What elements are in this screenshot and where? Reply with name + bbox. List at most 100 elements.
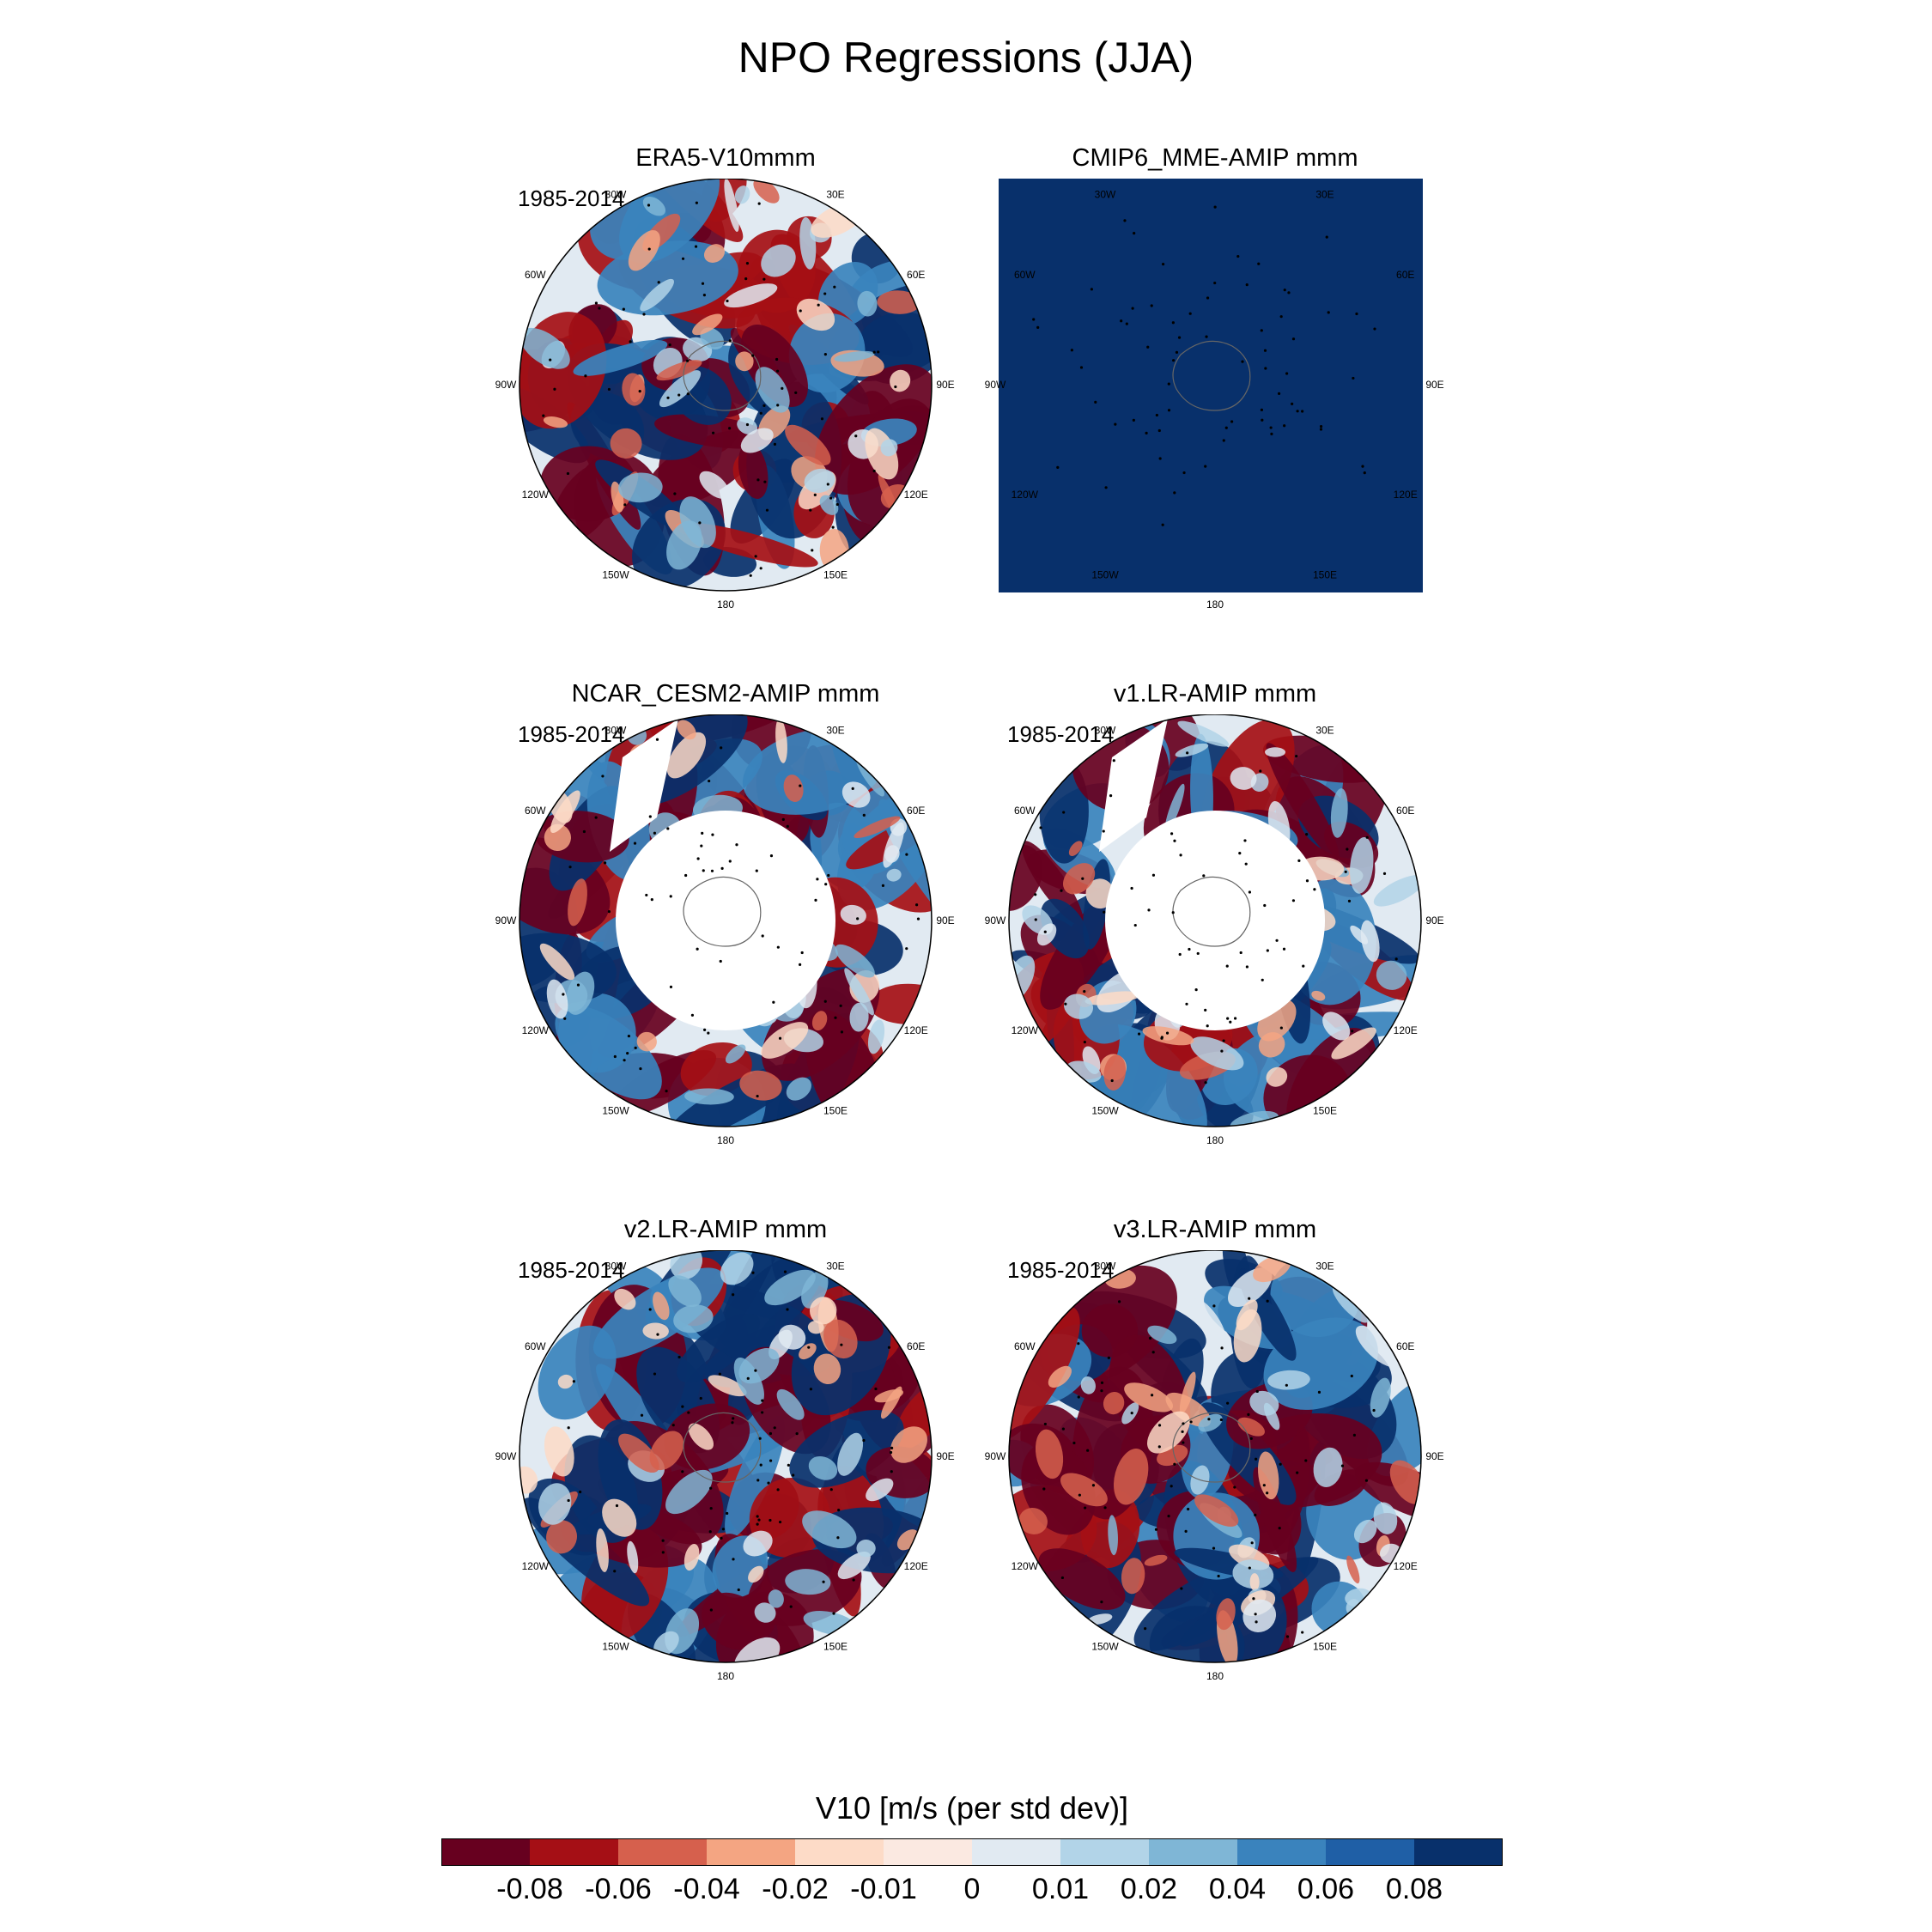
significance-dot: [1282, 947, 1286, 951]
field-blob: [753, 179, 780, 204]
significance-dot: [765, 508, 769, 512]
significance-dot: [778, 1520, 782, 1524]
field-blob: [1144, 1554, 1168, 1566]
longitude-label: 150W: [602, 569, 629, 581]
significance-dot: [695, 201, 698, 204]
map-boundary: [1008, 1250, 1422, 1663]
significance-dot: [1317, 1390, 1321, 1394]
map-boundary: [519, 714, 933, 1127]
significance-dot: [1034, 893, 1037, 896]
masked-region: [610, 719, 678, 852]
significance-dot: [726, 299, 729, 303]
map-boundary: [519, 1250, 933, 1663]
field-blob: [602, 1498, 637, 1537]
significance-dot: [1304, 1459, 1308, 1462]
significance-dot: [1352, 1433, 1356, 1437]
significance-dot: [1086, 1449, 1090, 1452]
significance-dot: [745, 422, 750, 427]
panel-title: v1.LR-AMIP mmm: [1113, 680, 1317, 708]
significance-dot: [1238, 852, 1242, 855]
field-blob: [1242, 1599, 1277, 1632]
field-blob: [1216, 1598, 1236, 1631]
significance-dot: [1340, 1464, 1345, 1467]
longitude-label: 150W: [1091, 1105, 1119, 1117]
significance-dot: [1132, 418, 1135, 422]
panel-title: NCAR_CESM2-AMIP mmm: [571, 680, 880, 708]
longitude-label: 180: [1206, 1670, 1224, 1682]
significance-dot: [1248, 1566, 1251, 1570]
significance-dot: [1373, 327, 1376, 331]
significance-dot: [833, 285, 836, 289]
field-blob: [668, 1275, 702, 1308]
significance-dot: [759, 1463, 762, 1467]
field-blob: [1040, 898, 1090, 959]
longitude-label: 120W: [1012, 1024, 1039, 1036]
field-blob: [618, 472, 663, 503]
significance-dot: [1202, 874, 1206, 878]
significance-dot: [1261, 418, 1264, 422]
significance-dot: [1233, 1017, 1237, 1020]
significance-dot: [854, 434, 858, 438]
field-blob: [1060, 1473, 1108, 1507]
field-blob: [546, 1520, 577, 1554]
field-blob: [666, 732, 707, 779]
field-blob: [1311, 990, 1326, 1001]
significance-dot: [769, 854, 774, 858]
longitude-label: 90E: [1425, 1450, 1443, 1462]
significance-dot: [1260, 408, 1264, 411]
significance-dot: [915, 903, 919, 907]
colorbar: V10 [m/s (per std dev)] -0.08 -0.06 -0.04-…: [441, 1790, 1503, 1911]
longitude-label: 30W: [1095, 1260, 1116, 1272]
field-blob: [1267, 1370, 1310, 1390]
longitude-label: 30E: [826, 724, 844, 736]
significance-dot: [1350, 1374, 1353, 1378]
significance-dot: [572, 1380, 575, 1383]
colorbar-swatch: [1414, 1838, 1503, 1866]
colorbar-swatch: [441, 1838, 531, 1866]
significance-dot: [1279, 1026, 1283, 1030]
significance-dot: [721, 1528, 726, 1531]
significance-dot: [1179, 854, 1182, 857]
significance-dot: [1241, 360, 1244, 363]
significance-dot: [761, 934, 764, 938]
field-blob: [642, 196, 666, 216]
field-blob: [1370, 1377, 1391, 1418]
significance-dot: [726, 1511, 729, 1516]
longitude-label: 120W: [522, 1560, 550, 1572]
field-blob: [1038, 1548, 1126, 1610]
significance-dot: [1285, 372, 1289, 375]
panel-ncar-cesm2: NCAR_CESM2-AMIP mmm 1985-2014 030E60E90E…: [485, 680, 966, 1161]
field-blob: [808, 1455, 838, 1480]
map-boundary: [1008, 714, 1422, 1127]
significance-dot: [1157, 1445, 1161, 1449]
significance-dot: [789, 1605, 793, 1608]
longitude-label: 180: [717, 1134, 734, 1146]
field-blob: [649, 1431, 684, 1471]
field-blob: [702, 1592, 765, 1650]
field-blob: [720, 1252, 754, 1285]
colorbar-scale: -0.08 -0.06 -0.04 -0.02 -0.01 0 0.01 0.02 0.04 0.…: [441, 1838, 1503, 1905]
significance-dot: [728, 339, 732, 343]
significance-dot: [718, 1372, 721, 1376]
field-blob: [1165, 1392, 1212, 1427]
significance-dot: [584, 374, 587, 378]
significance-dot: [1079, 366, 1084, 369]
significance-dot: [905, 947, 908, 951]
significance-dot: [1109, 794, 1113, 798]
field-blob: [519, 1466, 538, 1494]
significance-dot: [562, 993, 565, 996]
polar-map: 030E60E90E120E150E180150W120W90W60W30W: [495, 1250, 955, 1682]
significance-dot: [699, 1396, 702, 1400]
significance-dot: [756, 1094, 759, 1098]
longitude-label: 120E: [904, 1024, 928, 1036]
significance-dot: [1352, 376, 1355, 380]
longitude-label: 120E: [904, 1560, 928, 1572]
significance-dot: [795, 1432, 799, 1436]
field-blob: [1265, 747, 1286, 757]
significance-dot: [1245, 283, 1249, 287]
significance-dot: [745, 262, 750, 265]
significance-dot: [648, 815, 652, 818]
significance-dot: [755, 869, 758, 872]
field-blob: [725, 1044, 746, 1064]
significance-dot: [1254, 1513, 1257, 1516]
